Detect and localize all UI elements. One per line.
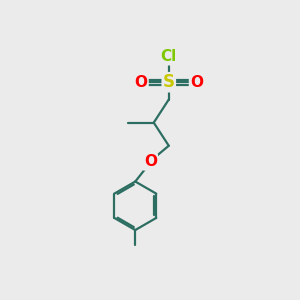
Text: O: O (134, 75, 148, 90)
Text: Cl: Cl (160, 49, 177, 64)
Text: O: O (144, 154, 157, 169)
Text: O: O (190, 75, 203, 90)
Text: S: S (163, 73, 175, 91)
